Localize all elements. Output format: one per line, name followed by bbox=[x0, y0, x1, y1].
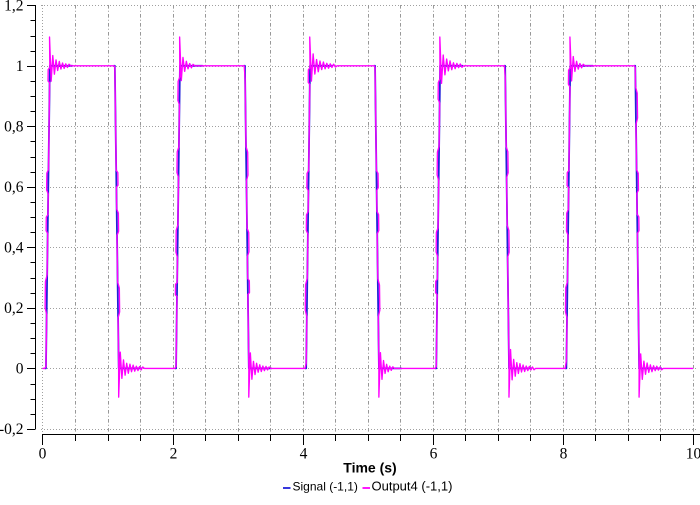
svg-text:1: 1 bbox=[16, 58, 24, 75]
svg-text:0,8: 0,8 bbox=[4, 119, 24, 136]
svg-text:0,4: 0,4 bbox=[4, 240, 24, 257]
svg-text:4: 4 bbox=[300, 446, 308, 463]
svg-text:0: 0 bbox=[39, 446, 47, 463]
svg-text:10: 10 bbox=[686, 446, 700, 463]
svg-text:2: 2 bbox=[170, 446, 178, 463]
svg-text:0: 0 bbox=[16, 361, 24, 378]
svg-text:8: 8 bbox=[560, 446, 568, 463]
svg-text:Output4 (-1,1): Output4 (-1,1) bbox=[372, 479, 453, 494]
svg-text:Time (s): Time (s) bbox=[343, 460, 396, 476]
svg-text:0,6: 0,6 bbox=[4, 179, 24, 196]
svg-text:Signal (-1,1): Signal (-1,1) bbox=[293, 480, 358, 494]
svg-text:-0,2: -0,2 bbox=[0, 421, 24, 438]
svg-text:1,2: 1,2 bbox=[4, 0, 23, 15]
svg-text:6: 6 bbox=[430, 446, 438, 463]
svg-text:0,2: 0,2 bbox=[4, 300, 23, 317]
